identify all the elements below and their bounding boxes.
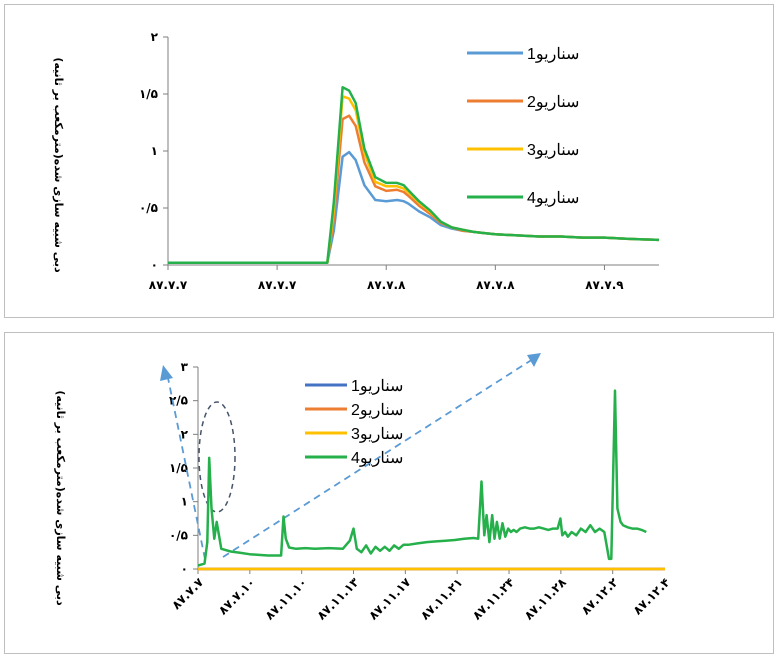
series-line-2 <box>168 114 660 264</box>
series-line-4 <box>168 85 660 264</box>
y-tick-label: ۰/۵ <box>139 201 158 215</box>
y-tick-label: ۲ <box>151 30 159 44</box>
y-tick-label: ۱ <box>151 144 158 158</box>
y-tick-label: ۰/۵ <box>169 528 188 542</box>
legend-label-1: سناریو1 <box>527 46 579 63</box>
arrow-head-right <box>527 353 541 367</box>
highlight-ellipse <box>198 401 236 513</box>
zoom-arrow-left <box>166 372 206 560</box>
x-tick-label: ۸۷.۷.۷ <box>258 278 297 292</box>
x-tick-label: ۸۷.۷.۸ <box>476 278 515 292</box>
legend-label-4: سناریو4 <box>351 450 403 467</box>
x-tick-label: ۸۷.۷.۱۰ <box>216 575 258 617</box>
legend-label-2: سناریو2 <box>527 94 579 111</box>
legend-label-3: سناریو3 <box>351 426 403 443</box>
x-tick-label: ۸۷.۱۱.۲۸ <box>522 575 570 623</box>
legend-label-1: سناریو1 <box>351 378 403 395</box>
x-tick-label: ۸۷.۷.۹ <box>585 278 624 292</box>
y-tick-label: ۳ <box>181 360 189 374</box>
y-axis-label: دبی شبیه سازی شده(مترمکعب بر ثانیه) <box>54 390 67 606</box>
y-axis-label: دبی شبیه سازی شده(مترمکعب بر ثانیه) <box>52 57 65 273</box>
x-tick-label: ۸۷.۷.۷ <box>169 575 207 613</box>
legend-label-4: سناریو4 <box>527 190 579 207</box>
chart-bottom-frame: ۰ ۰/۵ ۱ ۱/۵ ۲ ۲/۵ ۳ ۸۷.۷.۷ ۸۷.۷.۱۰ ۸۷.۱۱.۱۰ ۸۷.۱۱.… <box>4 332 774 654</box>
zoom-arrow-right <box>222 358 534 558</box>
x-tick-label: ۸۷.۱۱.۲۴ <box>470 575 517 622</box>
y-tick-label: ۱ <box>181 495 188 509</box>
y-tick-label: ۲ <box>181 427 189 441</box>
legend-label-2: سناریو2 <box>351 402 403 419</box>
x-tick-label: ۸۷.۱۲.۲ <box>579 575 622 618</box>
x-tick-label: ۸۷.۷.۸ <box>367 278 406 292</box>
x-tick-label: ۸۷.۱۱.۱۷ <box>366 575 414 623</box>
y-tick-label: ۱/۵ <box>139 87 158 101</box>
x-tick-label: ۸۷.۱۱.۱۰ <box>262 575 309 622</box>
y-tick-label: ۱/۵ <box>169 461 188 475</box>
chart-top-frame: ۰ ۰/۵ ۱ ۱/۵ ۲ ۸۷.۷.۷ ۸۷.۷.۷ ۸۷.۷.۸ ۸۷.۷.۸ ۸۷.۷.۹ … <box>4 4 774 318</box>
x-tick-label: ۸۷.۱۱.۱۳ <box>314 575 362 623</box>
series-line-4 <box>197 389 647 567</box>
series-line-1 <box>168 150 660 264</box>
y-tick-label: ۰ <box>181 562 188 576</box>
x-tick-label: ۸۷.۱۲.۴ <box>630 575 672 617</box>
y-tick-label: ۰ <box>151 258 158 272</box>
x-tick-label: ۸۷.۱۱.۲۱ <box>418 575 465 622</box>
arrow-head-left <box>160 365 173 381</box>
legend-label-3: سناریو3 <box>527 142 579 159</box>
x-tick-label: ۸۷.۷.۷ <box>149 278 188 292</box>
